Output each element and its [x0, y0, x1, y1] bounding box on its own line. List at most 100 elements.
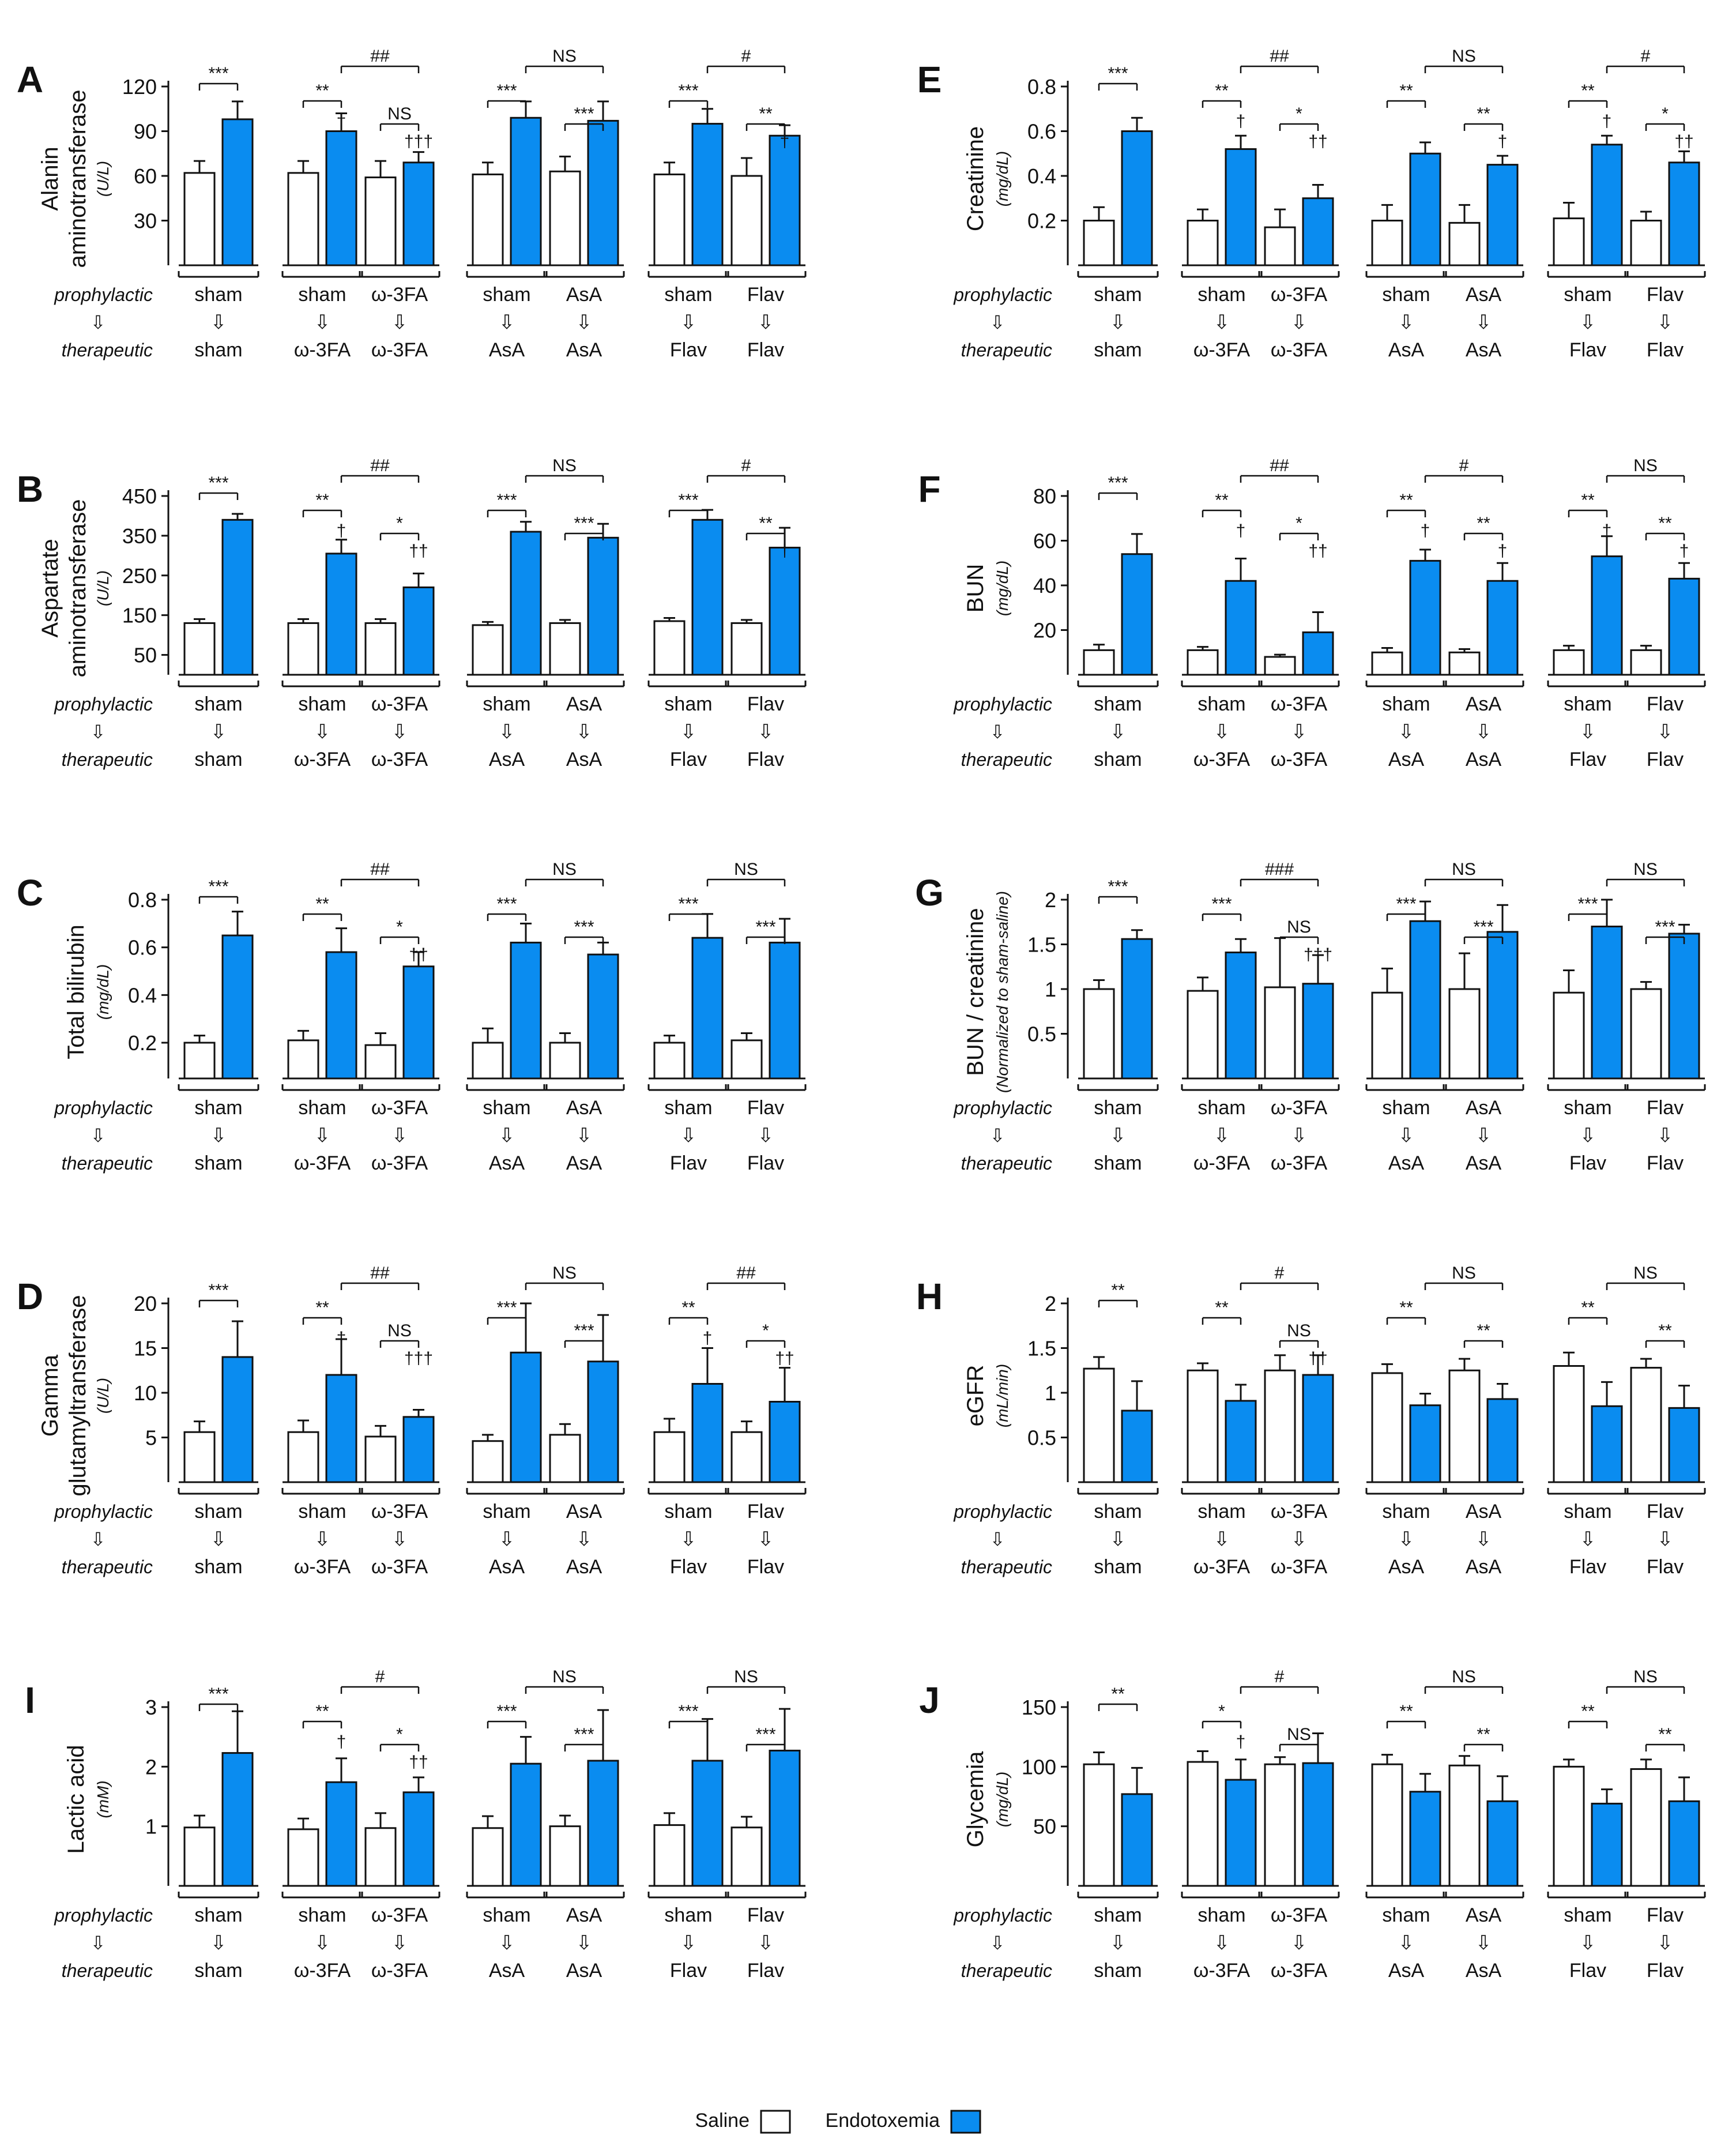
sig-label: ** — [1581, 81, 1595, 100]
bar-endotoxemia — [1486, 164, 1519, 266]
prophylactic-label: prophylactic — [54, 1501, 153, 1522]
arrow-down-icon: ⇩ — [758, 1528, 774, 1550]
therapeutic-label: therapeutic — [62, 1557, 153, 1577]
arrow-down-icon: ⇩ — [91, 1125, 106, 1146]
arrow-down-icon: ⇩ — [1475, 311, 1492, 333]
group-prophylactic: sham — [1382, 1904, 1430, 1926]
arrow-down-icon: ⇩ — [210, 1528, 227, 1550]
sig-label: ** — [681, 1298, 695, 1317]
sig-label: *** — [208, 64, 228, 83]
sig-label: *** — [755, 1725, 775, 1744]
bar-endotoxemia — [325, 552, 357, 676]
group-therapeutic: sham — [1094, 339, 1142, 361]
group-therapeutic: sham — [194, 1960, 242, 1982]
bar-endotoxemia — [1302, 983, 1334, 1080]
y-tick-label: 0.2 — [128, 1031, 157, 1055]
sig-label: NS — [552, 1667, 577, 1686]
bar-endotoxemia — [1121, 938, 1153, 1080]
bar-saline — [364, 176, 397, 266]
sig-label: *** — [496, 81, 517, 100]
group-prophylactic: sham — [1197, 1501, 1245, 1523]
arrow-down-icon: ⇩ — [1475, 1932, 1492, 1954]
group-prophylactic: ω-3FA — [371, 1097, 428, 1119]
y-tick-label: 0.5 — [1027, 1426, 1056, 1450]
sig-label: NS — [387, 104, 412, 123]
arrow-down-icon: ⇩ — [576, 1932, 593, 1954]
y-axis-unit: (U/L) — [94, 1378, 112, 1414]
sig-label: ** — [759, 514, 773, 533]
sig-label: *** — [678, 1702, 698, 1721]
group-prophylactic: AsA — [566, 693, 602, 715]
arrow-down-icon: ⇩ — [1214, 1932, 1230, 1954]
bar-endotoxemia — [769, 547, 801, 676]
group-therapeutic: AsA — [1466, 1556, 1502, 1578]
bar-endotoxemia — [1668, 1407, 1700, 1483]
bar-saline — [1630, 649, 1662, 676]
bar-saline — [364, 1044, 397, 1080]
group-therapeutic: Flav — [670, 339, 707, 361]
bar-endotoxemia — [1486, 931, 1519, 1080]
bar-endotoxemia — [1668, 933, 1700, 1080]
y-axis-label: aminotransferase — [65, 499, 91, 677]
bar-endotoxemia — [1591, 1405, 1623, 1483]
bar-endotoxemia — [691, 123, 724, 266]
dagger-label: † — [1236, 112, 1246, 131]
sig-label: # — [1275, 1264, 1285, 1283]
arrow-down-icon: ⇩ — [210, 1125, 227, 1147]
bar-saline — [1264, 986, 1296, 1080]
sig-label: * — [1662, 104, 1669, 123]
sig-label: ## — [370, 456, 390, 475]
group-prophylactic: sham — [1197, 693, 1245, 715]
bar-endotoxemia — [402, 586, 435, 676]
group-prophylactic: ω-3FA — [371, 1501, 428, 1523]
arrow-down-icon: ⇩ — [1291, 1932, 1308, 1954]
sig-label: ** — [1477, 104, 1490, 123]
bar-endotoxemia — [587, 1760, 619, 1887]
sig-label: ** — [1399, 1702, 1413, 1721]
bar-endotoxemia — [221, 1356, 254, 1483]
group-prophylactic: sham — [664, 1904, 712, 1926]
arrow-down-icon: ⇩ — [1580, 1125, 1596, 1147]
arrow-down-icon: ⇩ — [210, 311, 227, 333]
sig-label: ** — [315, 81, 329, 100]
arrow-down-icon: ⇩ — [758, 311, 774, 333]
panel-letter: C — [17, 872, 43, 914]
group-prophylactic: AsA — [566, 284, 602, 306]
arrow-down-icon: ⇩ — [1214, 311, 1230, 333]
group-therapeutic: sham — [1094, 749, 1142, 770]
bar-endotoxemia — [691, 937, 724, 1080]
group-therapeutic: ω-3FA — [371, 1152, 428, 1174]
group-prophylactic: sham — [483, 1904, 530, 1926]
group-therapeutic: AsA — [1388, 1556, 1425, 1578]
group-prophylactic: sham — [1197, 1904, 1245, 1926]
panel-letter: G — [915, 872, 944, 914]
bar-saline — [472, 1440, 504, 1483]
group-prophylactic: sham — [1564, 693, 1611, 715]
bar-saline — [472, 1827, 504, 1887]
dagger-label: †† — [409, 542, 428, 561]
bar-endotoxemia — [1302, 1762, 1334, 1887]
group-prophylactic: ω-3FA — [1271, 1097, 1328, 1119]
group-prophylactic: Flav — [747, 1501, 784, 1523]
arrow-down-icon: ⇩ — [314, 1125, 331, 1147]
group-therapeutic: Flav — [1647, 339, 1684, 361]
y-tick-label: 90 — [134, 120, 157, 144]
bar-endotoxemia — [769, 1749, 801, 1887]
group-therapeutic: ω-3FA — [1193, 1152, 1251, 1174]
arrow-down-icon: ⇩ — [499, 1932, 515, 1954]
sig-label: *** — [1108, 877, 1128, 896]
bar-saline — [653, 173, 686, 266]
legend-saline-swatch — [760, 2110, 791, 2134]
panel-letter: E — [917, 59, 942, 100]
group-prophylactic: sham — [483, 1501, 530, 1523]
dagger-label: † — [780, 132, 790, 151]
arrow-down-icon: ⇩ — [314, 721, 331, 743]
sig-label: NS — [734, 860, 758, 879]
panel-letter: H — [916, 1276, 943, 1317]
sig-label: * — [396, 918, 403, 937]
bar-saline — [472, 1042, 504, 1080]
bar-saline — [549, 170, 581, 266]
sig-label: ** — [1399, 491, 1413, 510]
sig-label: *** — [496, 1298, 517, 1317]
y-tick-label: 1 — [145, 1815, 157, 1839]
